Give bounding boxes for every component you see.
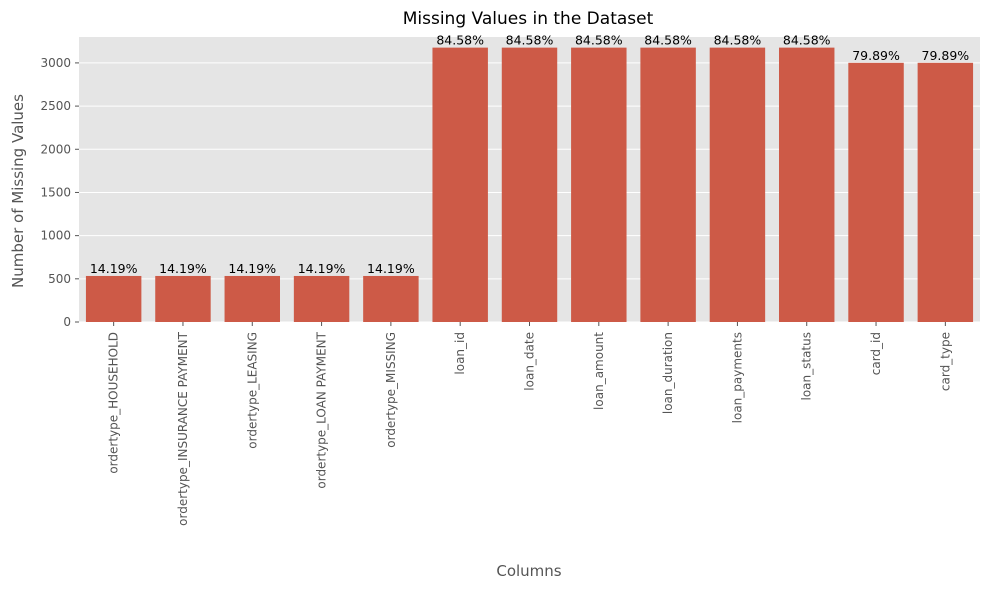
bar-data-label: 79.89%	[852, 48, 900, 63]
chart-title: Missing Values in the Dataset	[403, 9, 654, 29]
x-tick-label: ordertype_LEASING	[245, 332, 259, 449]
x-axis-ticks: ordertype_HOUSEHOLD ordertype_INSURANCE P…	[107, 322, 952, 526]
bar-data-label: 14.19%	[228, 261, 276, 276]
y-tick-label: 2000	[40, 142, 71, 156]
x-tick-label: loan_date	[523, 332, 537, 391]
bar-loan-payments	[709, 47, 766, 322]
bar-card-id	[848, 62, 904, 323]
x-axis-label: Columns	[496, 562, 561, 580]
bar-data-label: 84.58%	[575, 33, 623, 48]
bar-data-label: 84.58%	[506, 33, 554, 48]
y-tick-label: 2500	[40, 99, 71, 113]
bar-data-label: 79.89%	[922, 48, 970, 63]
x-tick-label: ordertype_LOAN PAYMENT	[315, 331, 329, 488]
bar-data-label: 84.58%	[436, 33, 484, 48]
y-tick-label: 1000	[40, 229, 71, 243]
x-tick-label: ordertype_HOUSEHOLD	[107, 332, 121, 474]
bar-data-label: 84.58%	[644, 33, 692, 48]
x-tick-label: ordertype_INSURANCE PAYMENT	[176, 331, 190, 526]
bar-loan-amount	[571, 47, 627, 322]
y-axis-ticks: 0 500 1000 1500 2000 2500 3000	[40, 56, 79, 329]
bar-data-label: 14.19%	[298, 261, 346, 276]
bar-ordertype-insurance-payment	[155, 275, 211, 322]
bar-loan-date	[501, 47, 558, 322]
data-labels: 14.19% 14.19% 14.19% 14.19% 14.19% 84.58% 84.5…	[90, 33, 969, 276]
x-tick-label: loan_status	[800, 332, 814, 401]
bar-data-label: 14.19%	[159, 261, 207, 276]
y-tick-label: 500	[48, 272, 71, 286]
bar-data-label: 84.58%	[714, 33, 762, 48]
bar-data-label: 14.19%	[367, 261, 415, 276]
bar-loan-duration	[640, 47, 696, 322]
bar-ordertype-leasing	[224, 275, 280, 322]
y-axis-label: Number of Missing Values	[9, 94, 27, 288]
y-tick-label: 1500	[40, 185, 71, 199]
y-tick-label: 3000	[40, 56, 71, 70]
bar-ordertype-loan-payment	[293, 275, 350, 322]
x-tick-label: loan_duration	[661, 332, 675, 414]
x-tick-label: ordertype_MISSING	[384, 332, 398, 448]
x-tick-label: card_id	[869, 332, 883, 375]
bars	[85, 47, 974, 323]
bar-ordertype-missing	[363, 275, 419, 322]
x-tick-label: card_type	[938, 332, 952, 391]
bar-data-label: 84.58%	[783, 33, 831, 48]
x-tick-label: loan_id	[453, 332, 467, 375]
bar-loan-id	[432, 47, 488, 322]
y-tick-label: 0	[63, 315, 71, 329]
bar-ordertype-household	[85, 275, 142, 322]
x-tick-label: loan_payments	[730, 332, 744, 423]
bar-data-label: 14.19%	[90, 261, 138, 276]
x-tick-label: loan_amount	[592, 332, 606, 410]
bar-card-type	[917, 62, 974, 323]
bar-loan-status	[779, 47, 835, 322]
